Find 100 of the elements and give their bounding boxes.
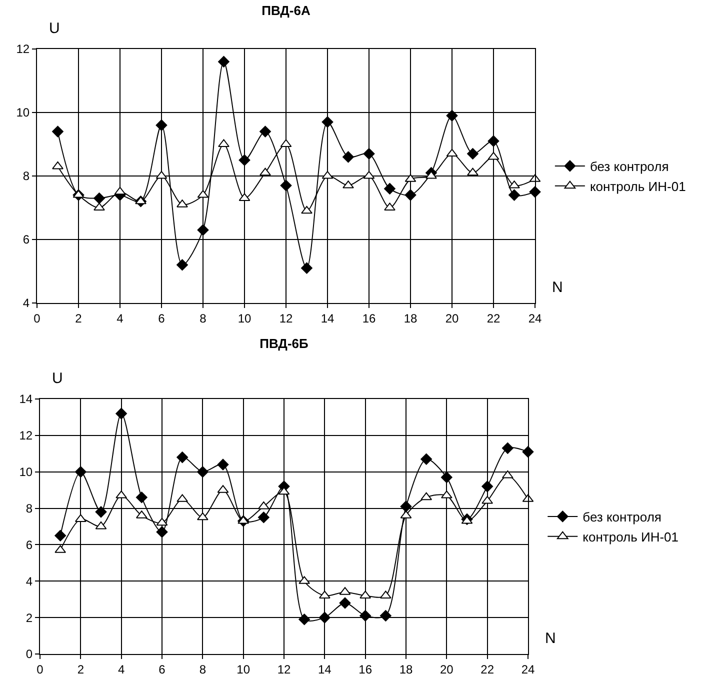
point — [298, 614, 310, 626]
point — [218, 56, 230, 68]
x-tick-label: 8 — [199, 662, 206, 676]
point — [238, 154, 250, 166]
point — [446, 148, 458, 157]
point — [380, 610, 392, 622]
x-tick-label: 20 — [445, 311, 459, 326]
y-tick-label: 0 — [26, 647, 33, 662]
point — [280, 180, 292, 192]
point — [446, 110, 458, 122]
point — [420, 453, 432, 465]
legend-label: без контроля — [590, 159, 669, 174]
point — [384, 183, 396, 194]
chart-title: ПВД-6А — [262, 3, 311, 18]
point — [301, 262, 312, 274]
point — [156, 518, 168, 526]
point — [482, 480, 494, 492]
x-tick-label: 16 — [358, 662, 372, 676]
point — [176, 259, 188, 271]
point — [197, 224, 209, 236]
y-tick-label: 10 — [16, 106, 30, 120]
x-tick-label: 12 — [277, 662, 291, 676]
chart-title: ПВД-6Б — [260, 336, 308, 352]
x-axis-title: N — [552, 279, 563, 296]
legend-label: без контроля — [582, 510, 662, 525]
x-tick-label: 4 — [118, 662, 125, 676]
x-tick-label: 6 — [158, 662, 166, 676]
point — [488, 135, 500, 147]
point — [440, 472, 452, 484]
x-tick-label: 10 — [236, 662, 250, 676]
point — [176, 452, 188, 463]
x-tick-label: 22 — [486, 311, 500, 326]
x-tick-label: 18 — [404, 311, 418, 326]
point — [278, 486, 290, 495]
x-tick-label: 8 — [200, 311, 207, 326]
point — [114, 186, 126, 195]
point — [52, 126, 64, 138]
point — [322, 116, 334, 128]
x-tick-label: 0 — [36, 662, 44, 676]
point — [420, 492, 432, 500]
point — [502, 442, 514, 454]
x-tick-label: 2 — [75, 311, 82, 326]
legend-label: контроль ИН-01 — [590, 178, 686, 194]
x-tick-label: 12 — [279, 311, 293, 326]
point — [258, 501, 270, 510]
x-tick-label: 4 — [116, 311, 124, 326]
y-tick-label: 10 — [19, 465, 33, 480]
point — [467, 148, 478, 160]
y-tick-label: 4 — [22, 296, 30, 310]
point — [404, 189, 416, 201]
point — [260, 126, 271, 138]
x-tick-label: 22 — [480, 662, 494, 676]
point — [54, 530, 66, 542]
x-tick-label: 2 — [77, 662, 84, 676]
y-tick-label: 8 — [22, 169, 30, 184]
point — [258, 512, 270, 524]
legend-label: контроль ИН-01 — [582, 529, 679, 544]
point — [156, 120, 168, 131]
point — [260, 168, 271, 176]
x-tick-label: 10 — [238, 311, 252, 326]
point — [135, 196, 146, 204]
point — [508, 189, 520, 201]
y-tick-label: 6 — [22, 232, 30, 247]
y-axis-title: U — [52, 370, 63, 387]
point — [94, 192, 105, 204]
y-tick-label: 12 — [19, 428, 33, 443]
y-tick-label: 12 — [16, 42, 30, 56]
point — [339, 597, 351, 609]
point — [342, 151, 354, 163]
point — [136, 492, 148, 504]
x-axis-title: N — [545, 630, 556, 647]
x-tick-label: 6 — [158, 311, 166, 326]
x-tick-label: 24 — [521, 662, 535, 676]
point — [400, 500, 412, 512]
point — [301, 206, 312, 214]
x-tick-label: 20 — [440, 662, 454, 676]
point — [318, 612, 330, 624]
point — [196, 512, 208, 520]
point — [95, 506, 107, 518]
point — [74, 466, 86, 478]
point — [217, 458, 229, 470]
y-tick-label: 8 — [26, 501, 33, 516]
y-tick-label: 14 — [19, 392, 33, 406]
x-tick-label: 16 — [362, 311, 376, 326]
y-axis-title: U — [49, 20, 60, 37]
point — [467, 168, 478, 176]
point — [363, 148, 375, 160]
point — [196, 466, 208, 478]
point — [116, 408, 128, 420]
y-tick-label: 6 — [26, 538, 33, 552]
point — [488, 152, 500, 160]
y-tick-label: 2 — [26, 610, 33, 625]
point — [156, 526, 168, 538]
point — [360, 610, 372, 622]
x-tick-label: 24 — [528, 311, 542, 326]
x-tick-label: 14 — [320, 311, 334, 326]
x-tick-label: 14 — [318, 662, 332, 676]
x-tick-label: 18 — [399, 662, 413, 676]
y-tick-label: 4 — [26, 574, 33, 588]
point — [52, 161, 64, 170]
